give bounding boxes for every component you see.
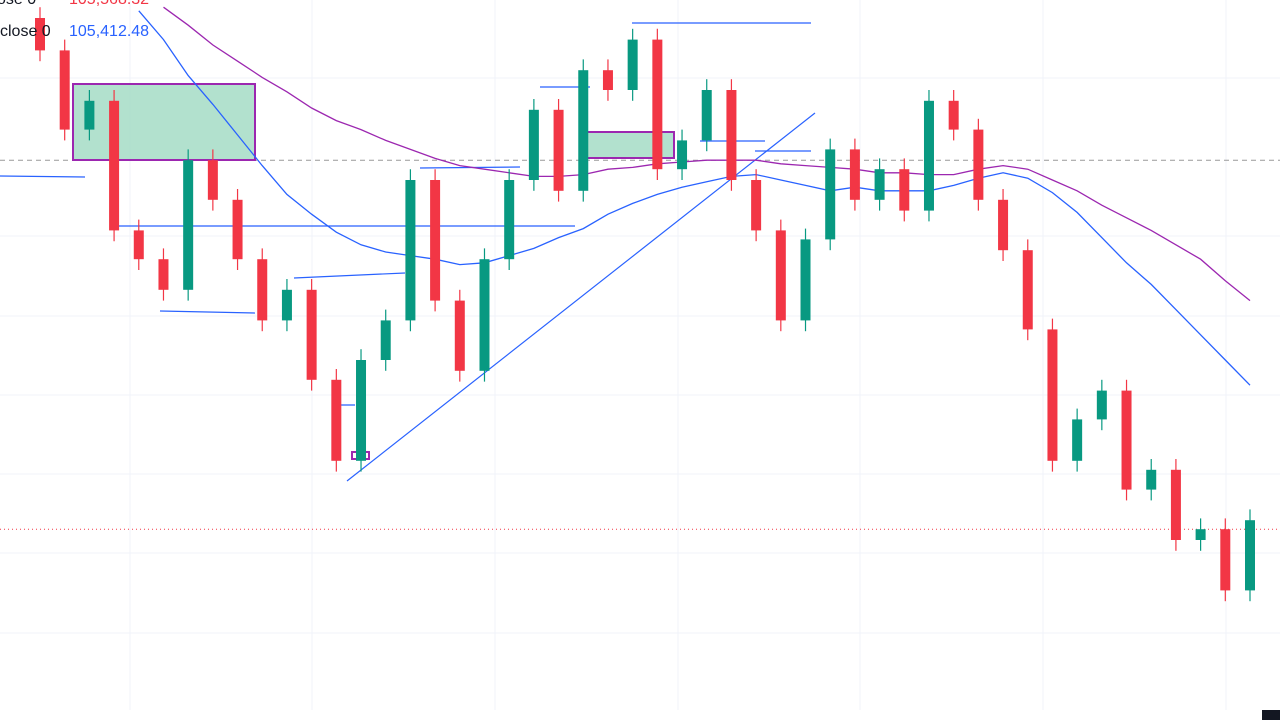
- candle-body: [331, 379, 342, 461]
- candle-body: [183, 160, 194, 290]
- candle-body: [109, 100, 120, 231]
- candle-body: [677, 140, 688, 170]
- candle-body: [133, 230, 144, 260]
- candle-body: [825, 149, 836, 240]
- candle-body: [232, 199, 243, 260]
- candle-body: [35, 18, 45, 51]
- candle-body: [1022, 250, 1033, 330]
- candle-body: [1245, 520, 1255, 591]
- candle-body: [158, 259, 169, 290]
- candle-body: [257, 259, 268, 321]
- candle-body: [1096, 390, 1107, 420]
- candle-body: [553, 109, 564, 191]
- candle-body: [1220, 529, 1231, 591]
- candle-body: [430, 180, 441, 301]
- trend-line: [346, 112, 816, 482]
- level-line: [0, 175, 86, 178]
- candle-body: [1072, 419, 1083, 461]
- candle-body: [627, 39, 638, 90]
- candle-body: [602, 70, 613, 90]
- legend-label: close 0: [0, 23, 51, 40]
- candle-body: [701, 90, 712, 141]
- candle-body: [479, 259, 490, 371]
- candle-body: [59, 50, 70, 130]
- candle-body: [207, 160, 218, 200]
- candle-body: [1195, 529, 1206, 540]
- ma-line: [163, 6, 1251, 302]
- candle-body: [528, 109, 539, 180]
- candle-body: [874, 169, 885, 200]
- candle-body: [923, 100, 934, 211]
- candle-body: [281, 289, 292, 321]
- candle-body: [454, 300, 465, 371]
- corner-button[interactable]: [1262, 710, 1280, 720]
- candle-body: [356, 360, 367, 461]
- candle-body: [948, 100, 959, 130]
- candle-body: [405, 180, 416, 321]
- candle-body: [652, 39, 663, 170]
- candle-body: [84, 100, 95, 130]
- candle-body: [1146, 469, 1157, 490]
- candle-body: [380, 320, 391, 360]
- candle-body: [849, 149, 860, 200]
- candle-body: [578, 70, 589, 191]
- candle-body: [998, 199, 1009, 251]
- candle-body: [306, 289, 317, 380]
- candle-body: [726, 90, 737, 180]
- legend-label: ose 0: [0, 0, 36, 8]
- candle-body: [1121, 390, 1132, 490]
- candle-body: [899, 169, 910, 211]
- zone-box: [72, 83, 256, 161]
- candle-body: [1047, 329, 1058, 461]
- candle-body: [751, 180, 762, 231]
- candle-body: [775, 230, 786, 321]
- candle-body: [1170, 469, 1181, 540]
- candle-body: [800, 239, 811, 321]
- legend-value: 105,412.48: [69, 23, 149, 40]
- candle-body: [973, 129, 984, 200]
- level-line: [293, 272, 406, 279]
- ma-line: [138, 10, 1251, 386]
- legend-value: 105,568.32: [69, 0, 149, 8]
- candle-body: [504, 180, 515, 260]
- level-line: [159, 310, 256, 314]
